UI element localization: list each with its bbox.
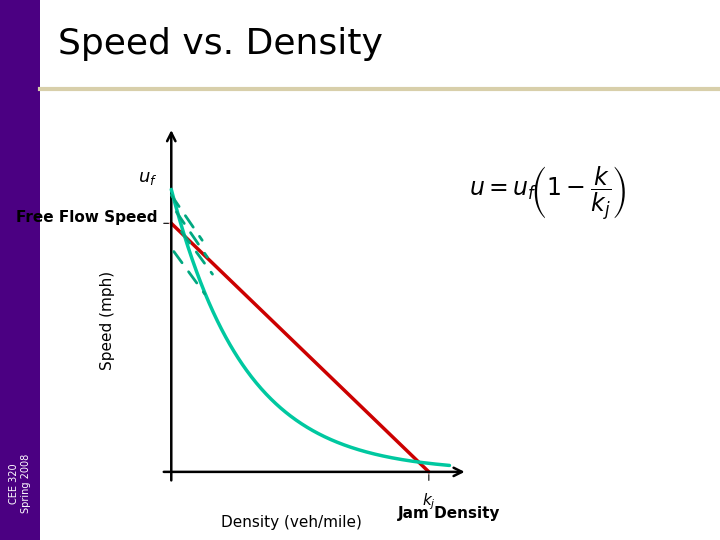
Text: CEE 320
Spring 2008: CEE 320 Spring 2008 (9, 454, 30, 513)
Text: Speed vs. Density: Speed vs. Density (58, 27, 382, 61)
Text: Density (veh/mile): Density (veh/mile) (221, 515, 362, 530)
Text: $k_j$: $k_j$ (422, 491, 436, 512)
Text: $u_f$: $u_f$ (138, 169, 157, 187)
Text: Speed (mph): Speed (mph) (100, 271, 115, 370)
Text: Jam Density: Jam Density (398, 506, 500, 521)
Text: $u = u_f\!\left(1 - \dfrac{k}{k_j}\right)$: $u = u_f\!\left(1 - \dfrac{k}{k_j}\right… (469, 165, 626, 224)
Text: Free Flow Speed: Free Flow Speed (16, 210, 157, 225)
